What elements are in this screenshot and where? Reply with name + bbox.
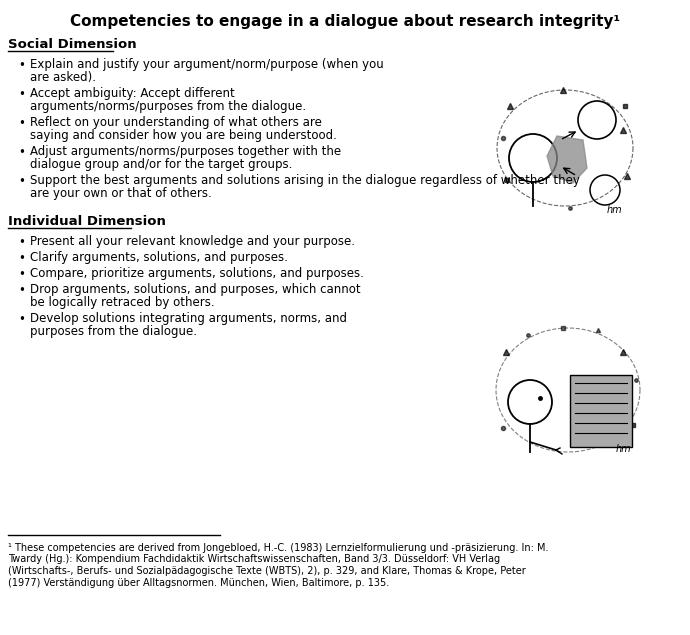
Text: Develop solutions integrating arguments, norms, and: Develop solutions integrating arguments,…: [30, 312, 347, 325]
Text: •: •: [18, 284, 25, 297]
Text: ¹ These competencies are derived from Jongebloed, H.-C. (1983) Lernzielformulier: ¹ These competencies are derived from Jo…: [8, 543, 549, 553]
Text: (Wirtschafts-, Berufs- und Sozialpädagogische Texte (WBTS), 2), p. 329, and Klar: (Wirtschafts-, Berufs- und Sozialpädagog…: [8, 566, 526, 576]
Text: Compare, prioritize arguments, solutions, and purposes.: Compare, prioritize arguments, solutions…: [30, 267, 364, 280]
Text: •: •: [18, 146, 25, 159]
Text: •: •: [18, 59, 25, 72]
Text: •: •: [18, 236, 25, 249]
Text: be logically retraced by others.: be logically retraced by others.: [30, 296, 215, 309]
Text: •: •: [18, 88, 25, 101]
Text: Individual Dimension: Individual Dimension: [8, 215, 166, 228]
Text: hm: hm: [607, 205, 622, 215]
Text: (1977) Verständigung über Alltagsnormen. München, Wien, Baltimore, p. 135.: (1977) Verständigung über Alltagsnormen.…: [8, 577, 389, 587]
Text: •: •: [18, 313, 25, 326]
Text: dialogue group and/or for the target groups.: dialogue group and/or for the target gro…: [30, 158, 293, 171]
Text: •: •: [18, 252, 25, 265]
FancyBboxPatch shape: [570, 375, 632, 447]
Text: Support the best arguments and solutions arising in the dialogue regardless of w: Support the best arguments and solutions…: [30, 174, 580, 187]
Text: Accept ambiguity: Accept different: Accept ambiguity: Accept different: [30, 87, 235, 100]
Text: are your own or that of others.: are your own or that of others.: [30, 187, 212, 200]
Text: purposes from the dialogue.: purposes from the dialogue.: [30, 325, 197, 338]
Text: are asked).: are asked).: [30, 71, 96, 84]
Text: Social Dimension: Social Dimension: [8, 38, 137, 51]
Text: •: •: [18, 117, 25, 130]
Text: Reflect on your understanding of what others are: Reflect on your understanding of what ot…: [30, 116, 322, 129]
Text: hm: hm: [616, 444, 631, 454]
Text: saying and consider how you are being understood.: saying and consider how you are being un…: [30, 129, 337, 142]
Text: Competencies to engage in a dialogue about research integrity¹: Competencies to engage in a dialogue abo…: [70, 14, 620, 29]
Polygon shape: [547, 136, 587, 183]
Text: •: •: [18, 268, 25, 281]
Text: arguments/norms/purposes from the dialogue.: arguments/norms/purposes from the dialog…: [30, 100, 306, 113]
Text: Twardy (Hg.): Kompendium Fachdidaktik Wirtschaftswissenschaften, Band 3/3. Düsse: Twardy (Hg.): Kompendium Fachdidaktik Wi…: [8, 554, 500, 565]
Text: Explain and justify your argument/norm/purpose (when you: Explain and justify your argument/norm/p…: [30, 58, 384, 71]
Text: •: •: [18, 175, 25, 188]
Text: Drop arguments, solutions, and purposes, which cannot: Drop arguments, solutions, and purposes,…: [30, 283, 361, 296]
Text: Adjust arguments/norms/purposes together with the: Adjust arguments/norms/purposes together…: [30, 145, 341, 158]
Text: Present all your relevant knowledge and your purpose.: Present all your relevant knowledge and …: [30, 235, 355, 248]
Text: Clarify arguments, solutions, and purposes.: Clarify arguments, solutions, and purpos…: [30, 251, 288, 264]
